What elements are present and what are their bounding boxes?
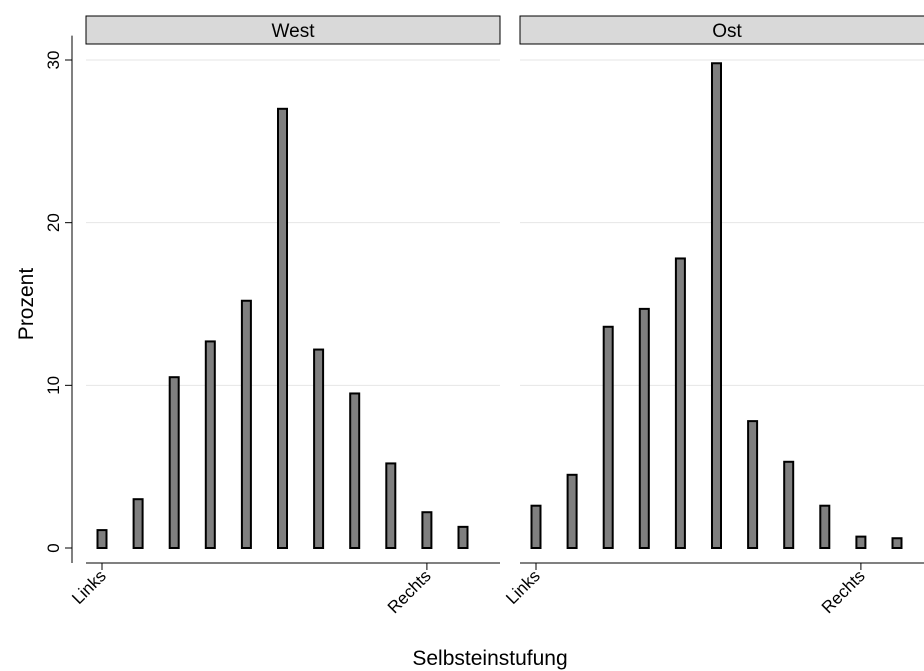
bar	[602, 325, 614, 550]
panel-strip	[519, 15, 924, 45]
bar	[240, 299, 252, 549]
bar	[204, 340, 216, 549]
bar	[638, 307, 650, 549]
bar	[277, 107, 288, 550]
bar	[349, 392, 361, 550]
bar	[421, 511, 433, 549]
bar	[819, 504, 831, 549]
bar	[132, 498, 144, 550]
y-axis-title: Prozent	[15, 268, 38, 341]
bar	[855, 535, 867, 550]
x-tick-label: Links	[68, 566, 109, 607]
bar	[530, 504, 542, 549]
y-tick-label: 30	[44, 51, 63, 70]
bar	[891, 537, 903, 549]
y-tick-label: 0	[44, 543, 63, 552]
bar	[783, 460, 795, 549]
x-axis-title: Selbsteinstufung	[412, 647, 567, 670]
bar	[96, 529, 108, 550]
x-tick-label: Links	[502, 566, 543, 607]
panel-title: West	[272, 21, 316, 42]
bar	[711, 62, 722, 550]
bar	[385, 462, 397, 549]
panels: 0 10 20 30 West Links Rechts Ost Links Rechts	[44, 15, 924, 617]
y-tick-label: 10	[44, 376, 63, 395]
bar	[457, 525, 469, 549]
bar	[168, 376, 180, 550]
y-tick-label: 20	[44, 213, 63, 232]
bar	[747, 420, 759, 549]
bar	[313, 348, 325, 549]
panel-title: Ost	[712, 21, 742, 42]
bar	[674, 257, 686, 549]
panel-strip	[85, 15, 501, 45]
bar	[566, 473, 578, 549]
x-tick-label: Rechts	[384, 566, 435, 617]
x-tick-label: Rechts	[818, 566, 869, 617]
